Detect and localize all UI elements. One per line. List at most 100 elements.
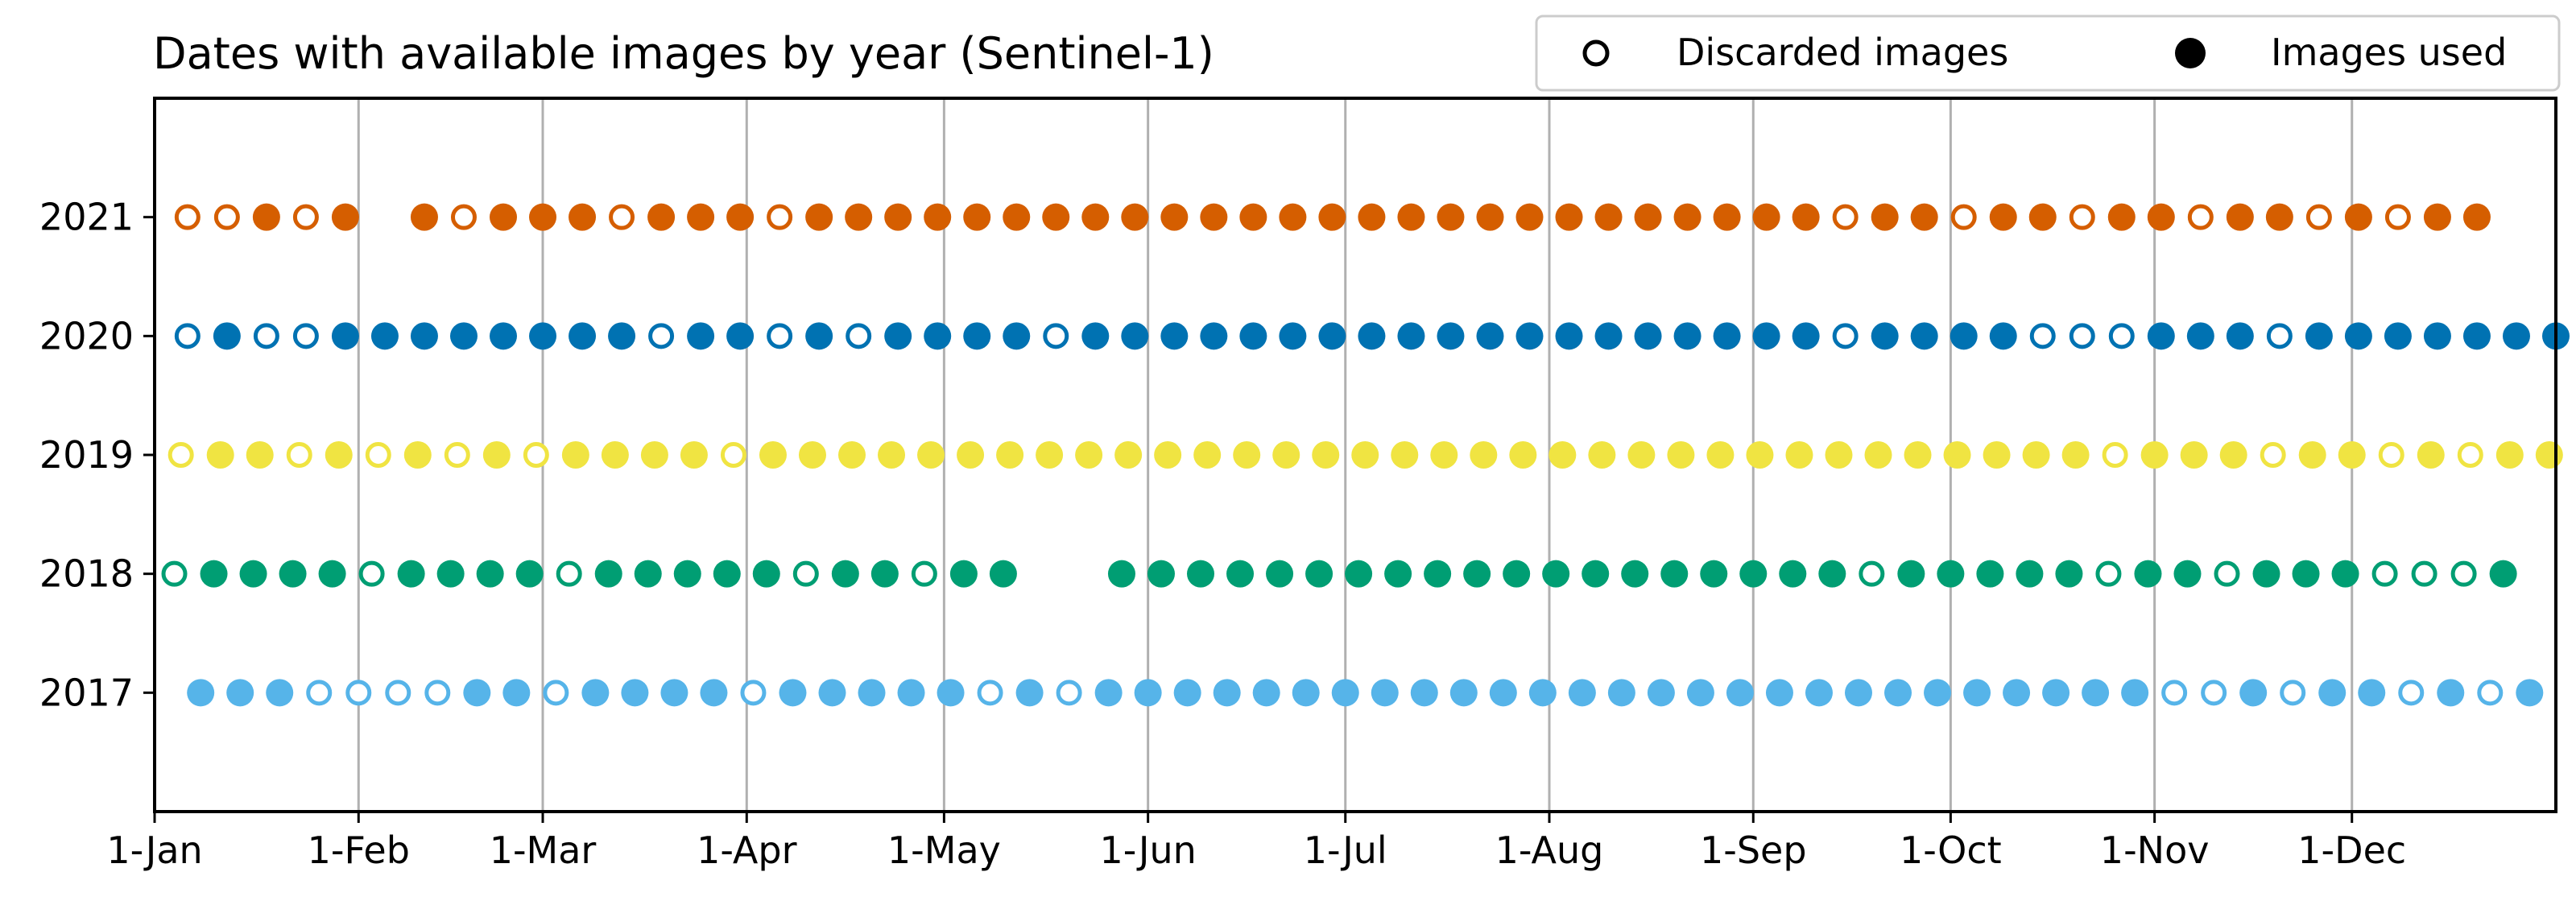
point-used	[569, 322, 597, 350]
point-discarded	[358, 560, 385, 587]
point-discarded	[213, 204, 240, 230]
point-used	[2423, 203, 2451, 231]
point-used	[410, 203, 438, 231]
point-used	[1266, 560, 1294, 588]
point-used	[1950, 322, 1978, 350]
point-used	[1555, 322, 1583, 350]
x-tick-label: 1-Apr	[697, 829, 797, 872]
point-discarded	[2029, 323, 2056, 349]
point-used	[490, 203, 518, 231]
point-used	[996, 441, 1024, 469]
point-used	[1660, 560, 1689, 588]
point-used	[482, 441, 511, 469]
point-used	[569, 203, 597, 231]
point-used	[1160, 322, 1189, 350]
point-used	[1449, 679, 1478, 707]
legend-frame	[1535, 14, 2561, 92]
point-discarded	[740, 680, 767, 706]
point-used	[1634, 322, 1662, 350]
point-discarded	[253, 323, 279, 349]
point-discarded	[2450, 560, 2477, 587]
point-discarded	[609, 204, 635, 230]
point-used	[1528, 679, 1557, 707]
x-tick-label: 1-Feb	[308, 829, 410, 872]
point-used	[1121, 322, 1149, 350]
point-used	[1476, 203, 1504, 231]
point-used	[1726, 679, 1754, 707]
point-used	[1081, 203, 1110, 231]
point-used	[1318, 322, 1346, 350]
point-used	[2042, 679, 2070, 707]
legend-label-used: Images used	[2271, 31, 2507, 74]
point-used	[2358, 679, 2386, 707]
point-discarded	[2102, 442, 2128, 468]
y-tick-label: 2017	[39, 671, 134, 714]
point-used	[1160, 203, 1189, 231]
point-used	[1983, 441, 2011, 469]
point-discarded	[846, 323, 872, 349]
point-discarded	[365, 442, 391, 468]
point-used	[1312, 441, 1340, 469]
point-used	[924, 322, 952, 350]
point-discarded	[306, 680, 333, 706]
point-used	[1173, 679, 1201, 707]
point-used	[924, 203, 952, 231]
point-discarded	[2457, 442, 2483, 468]
point-used	[1989, 322, 2017, 350]
point-used	[1463, 560, 1491, 588]
point-discarded	[2305, 204, 2332, 230]
point-used	[1213, 679, 1241, 707]
point-used	[1437, 203, 1465, 231]
point-used	[226, 679, 254, 707]
point-used	[2219, 441, 2247, 469]
point-discarded	[174, 204, 201, 230]
point-discarded	[977, 680, 1003, 706]
point-used	[878, 441, 906, 469]
point-discarded	[2201, 680, 2227, 706]
x-tick-label: 1-Oct	[1900, 829, 2002, 872]
point-used	[2022, 441, 2050, 469]
point-used	[601, 441, 629, 469]
x-tick-label: 1-May	[887, 829, 1001, 872]
point-used	[1673, 203, 1701, 231]
point-used	[2226, 322, 2254, 350]
point-used	[1607, 679, 1635, 707]
point-used	[917, 441, 945, 469]
point-used	[1094, 679, 1123, 707]
point-used	[515, 560, 544, 588]
point-discarded	[345, 680, 372, 706]
point-used	[1568, 679, 1596, 707]
point-discarded	[648, 323, 675, 349]
point-used	[2298, 441, 2326, 469]
point-discarded	[2378, 442, 2404, 468]
point-used	[2028, 203, 2057, 231]
point-used	[1673, 322, 1701, 350]
point-used	[1239, 203, 1267, 231]
point-discarded	[767, 204, 793, 230]
point-used	[1509, 441, 1537, 469]
point-used	[884, 203, 912, 231]
point-used	[1187, 560, 1215, 588]
point-used	[1621, 560, 1649, 588]
point-discarded	[292, 204, 319, 230]
series-2017	[187, 679, 2544, 707]
point-discarded	[2477, 680, 2504, 706]
point-used	[1976, 560, 2004, 588]
point-used	[436, 560, 465, 588]
point-used	[2384, 322, 2412, 350]
point-used	[831, 560, 859, 588]
point-used	[1818, 560, 1846, 588]
point-used	[963, 203, 991, 231]
x-tick-label: 1-Mar	[490, 829, 597, 872]
point-used	[798, 441, 826, 469]
point-used	[1147, 560, 1175, 588]
point-used	[1437, 322, 1465, 350]
point-used	[937, 679, 965, 707]
point-used	[1503, 560, 1531, 588]
point-discarded	[2161, 680, 2188, 706]
point-discarded	[2398, 680, 2425, 706]
point-used	[2061, 441, 2090, 469]
point-used	[897, 679, 925, 707]
point-used	[331, 322, 359, 350]
point-used	[1746, 441, 1774, 469]
